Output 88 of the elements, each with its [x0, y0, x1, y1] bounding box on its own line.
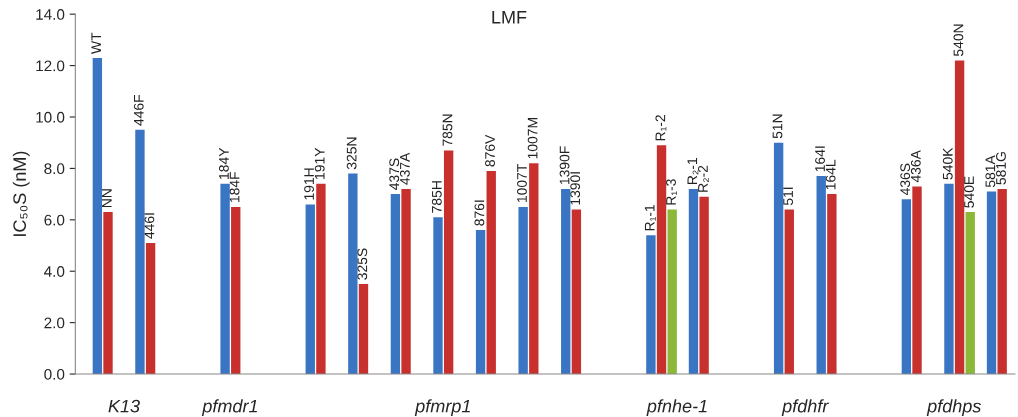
bar	[316, 183, 326, 375]
bar	[827, 194, 837, 375]
bar	[145, 242, 156, 375]
x-tick-label: 876V	[485, 134, 495, 167]
bar	[667, 209, 677, 375]
x-tick-label: 436A	[910, 150, 921, 183]
x-tick-label: 540N	[953, 24, 964, 57]
y-tick-label: 14.0	[36, 9, 65, 20]
bar	[220, 183, 230, 375]
x-tick-label: 325S	[357, 248, 368, 280]
text: pfdhps	[926, 399, 982, 417]
bar	[486, 170, 496, 375]
x-tick-label: 581G	[996, 152, 1006, 185]
bar	[986, 191, 997, 375]
y-tick-label: 8.0	[44, 163, 65, 175]
x-tick-label: 1390I	[570, 172, 581, 205]
x-tick-label: 876I	[474, 200, 485, 226]
x-tick-label: 436S	[900, 163, 911, 196]
x-tick-label: 51I	[783, 187, 794, 206]
chart-title: LMF	[492, 11, 527, 24]
text: K13	[108, 399, 140, 413]
bar	[305, 204, 315, 375]
x-tick-label: 785H	[431, 181, 442, 213]
bar	[401, 188, 411, 375]
x-tick-label: R₁-1	[644, 205, 656, 231]
bar	[103, 212, 113, 375]
x-tick-label: 325N	[346, 137, 357, 170]
y-tick-label: 12.0	[36, 60, 65, 72]
x-tick-label: 437A	[399, 152, 410, 185]
bar	[231, 206, 241, 375]
x-tick-label: 785N	[442, 114, 453, 146]
x-tick-label: 184F	[229, 172, 240, 203]
x-tick-label: R₂-1	[687, 158, 699, 184]
bar	[688, 188, 699, 375]
x-tick-label: R₁-3	[666, 179, 677, 205]
x-tick-label: 437S	[389, 158, 400, 190]
x-tick-label: 446I	[144, 213, 155, 239]
y-tick-label: 10.0	[36, 111, 65, 123]
x-tick-label: 540K	[942, 147, 953, 180]
bar	[518, 206, 528, 375]
text: pfmdr1	[201, 399, 257, 417]
x-tick-label: 1007M	[527, 118, 538, 159]
bar	[433, 217, 443, 375]
x-tick-label: 191H	[304, 168, 314, 200]
y-axis-title: IC₅₀S (nM)	[12, 151, 30, 236]
x-tick-label: WT	[91, 32, 101, 54]
text: pfnhe-1	[646, 399, 707, 417]
bar	[135, 129, 145, 375]
bar	[944, 183, 954, 375]
bar	[443, 150, 454, 375]
bar	[954, 60, 965, 375]
bar	[912, 186, 922, 375]
x-tick-label: 540E	[964, 176, 974, 208]
bar	[348, 173, 358, 375]
x-tick-label: 51N	[772, 114, 783, 139]
x-tick-label: 581A	[985, 155, 996, 188]
y-tick-label: 2.0	[44, 317, 65, 329]
bar	[529, 163, 539, 375]
bar	[561, 188, 571, 375]
bar	[699, 196, 709, 375]
bar	[92, 57, 103, 375]
x-tick-label: R₁-2	[655, 115, 667, 141]
x-tick-label: 191Y	[314, 147, 325, 179]
x-tick-label: 184Y	[219, 147, 229, 179]
bar	[475, 230, 486, 375]
x-tick-label: 164I	[815, 146, 825, 172]
bar	[773, 142, 784, 375]
bar	[901, 199, 912, 375]
x-tick-label: NN	[102, 189, 112, 208]
text: pfdhfr	[781, 399, 829, 417]
x-tick-label: 1007T	[517, 164, 527, 203]
y-tick-label: 0.0	[44, 368, 65, 380]
bar	[965, 212, 975, 375]
bar	[997, 188, 1007, 375]
bar	[358, 284, 369, 375]
bar	[656, 145, 667, 375]
bar	[390, 194, 401, 375]
y-tick-label: 4.0	[44, 266, 65, 277]
bar	[816, 176, 826, 375]
bar	[784, 209, 794, 375]
x-tick-label: R₂-2	[698, 165, 709, 192]
x-tick-label: 1390F	[559, 146, 570, 185]
y-tick-label: 6.0	[44, 214, 65, 226]
text: pfmrp1	[414, 399, 470, 417]
bar	[646, 235, 656, 375]
x-tick-label: 446F	[133, 94, 144, 126]
x-tick-label: 164L	[825, 159, 836, 190]
bar	[571, 209, 582, 375]
